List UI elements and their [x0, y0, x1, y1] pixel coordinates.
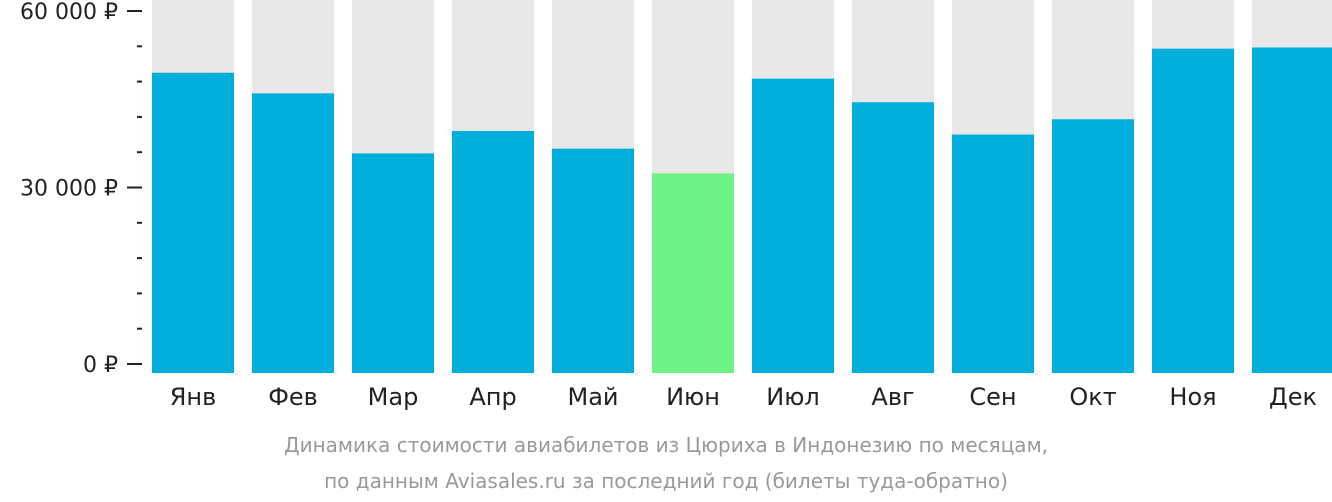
x-tick-label: Ноя	[1169, 383, 1216, 411]
bar	[152, 72, 234, 374]
bar	[352, 153, 434, 373]
x-tick-label: Июл	[766, 383, 820, 411]
bar	[652, 173, 734, 373]
x-tick-label: Янв	[170, 383, 217, 411]
y-tick-label: 0 ₽	[83, 353, 118, 378]
bar	[1152, 48, 1234, 374]
x-tick-label: Дек	[1269, 383, 1317, 411]
x-tick-label: Апр	[469, 383, 516, 411]
x-tick-label: Май	[567, 383, 618, 411]
bar	[852, 102, 934, 374]
chart-caption-line-2: по данным Aviasales.ru за последний год …	[324, 469, 1008, 493]
bar	[252, 93, 334, 373]
chart-caption-line-1: Динамика стоимости авиабилетов из Цюриха…	[283, 433, 1049, 457]
x-tick-label: Сен	[969, 383, 1016, 411]
bar-chart: Янв Фев Мар Апр Май Июн Июл Авг Сен Окт Ноя Дек 60 0…	[20, 0, 1332, 411]
bar	[552, 148, 634, 373]
x-tick-label: Авг	[871, 383, 914, 411]
x-tick-label: Июн	[666, 383, 720, 411]
bar	[452, 131, 534, 373]
bar	[952, 134, 1034, 373]
y-tick-label: 60 000 ₽	[20, 0, 118, 25]
x-tick-label: Мар	[368, 383, 419, 411]
y-tick-label: 30 000 ₽	[20, 177, 118, 202]
x-tick-label: Окт	[1069, 383, 1116, 411]
bar	[1252, 47, 1332, 374]
bar	[752, 78, 834, 374]
bar	[1052, 119, 1134, 374]
x-tick-label: Фев	[268, 383, 318, 411]
